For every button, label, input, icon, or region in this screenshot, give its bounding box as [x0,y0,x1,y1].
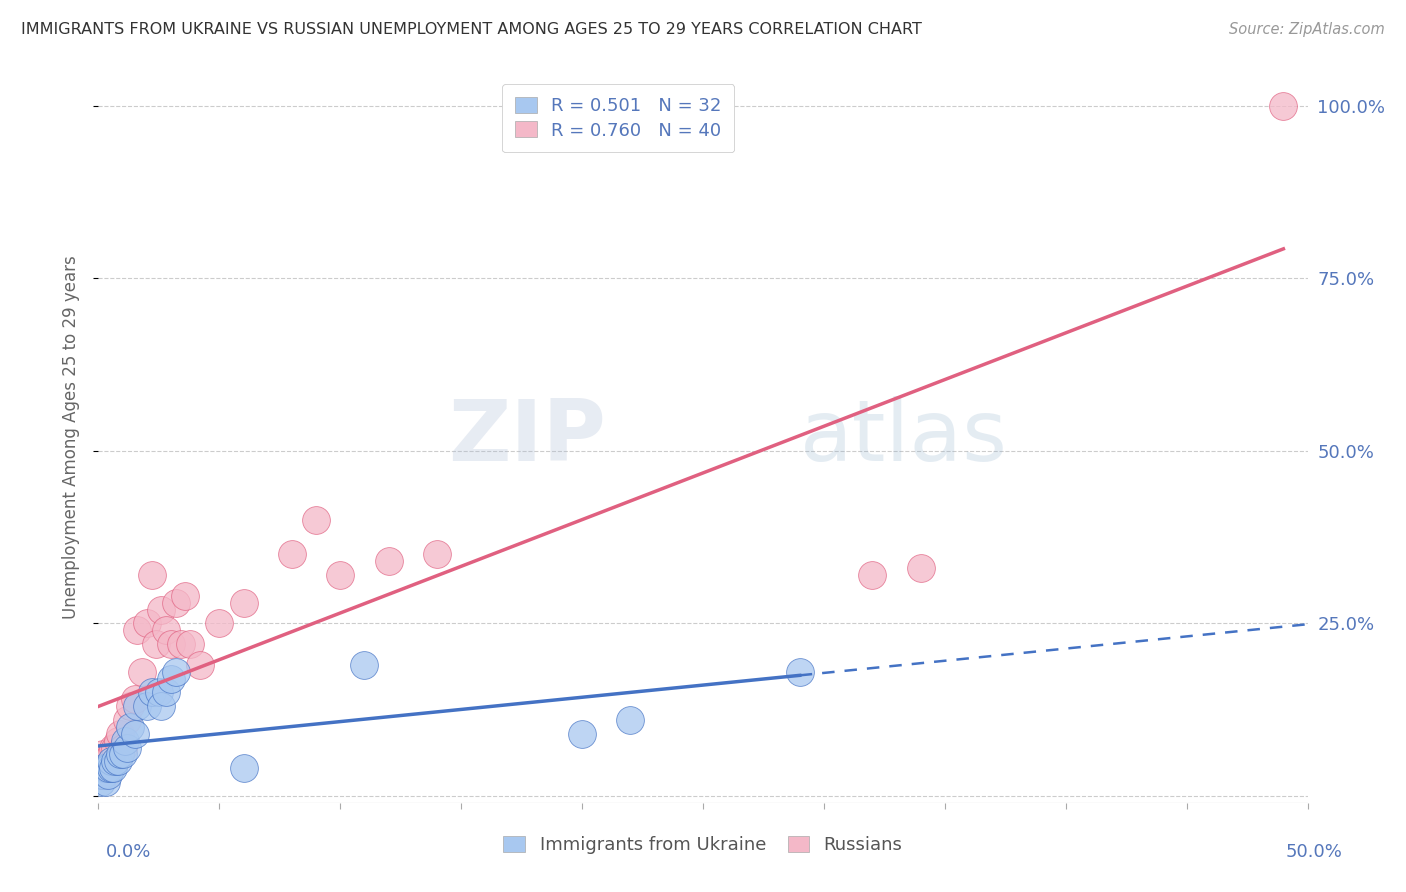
Point [91,747,114,762]
Point [789,665,811,679]
Point [101,740,124,755]
Point [145,637,167,651]
Point [377,554,399,568]
Point [135,699,157,714]
Point [860,568,883,582]
Point [108,747,131,762]
Point [108,727,131,741]
Point [90,755,112,769]
Point [305,513,328,527]
Point [91,768,114,782]
Point [91,761,114,775]
Point [208,616,231,631]
Point [90,768,112,782]
Point [148,685,170,699]
Text: 50.0%: 50.0% [1286,843,1343,861]
Point [94,761,117,775]
Point [94,768,117,782]
Point [114,733,136,747]
Point [619,713,641,727]
Point [100,761,122,775]
Point [179,637,201,651]
Text: 0.0%: 0.0% [105,843,150,861]
Point [910,561,932,575]
Point [127,699,149,714]
Point [111,740,134,755]
Legend: Immigrants from Ukraine, Russians: Immigrants from Ukraine, Russians [492,825,914,865]
Point [107,733,129,747]
Legend: R = 0.501   N = 32, R = 0.760   N = 40: R = 0.501 N = 32, R = 0.760 N = 40 [502,84,734,153]
Point [131,665,153,679]
Text: IMMIGRANTS FROM UKRAINE VS RUSSIAN UNEMPLOYMENT AMONG AGES 25 TO 29 YEARS CORREL: IMMIGRANTS FROM UKRAINE VS RUSSIAN UNEMP… [21,22,922,37]
Point [150,699,173,714]
Point [97,768,120,782]
Point [124,692,146,706]
Text: Source: ZipAtlas.com: Source: ZipAtlas.com [1229,22,1385,37]
Point [155,624,177,638]
Point [100,755,122,769]
Point [118,720,141,734]
Point [104,740,127,755]
Point [165,665,187,679]
Point [117,713,139,727]
Y-axis label: Unemployment Among Ages 25 to 29 years: Unemployment Among Ages 25 to 29 years [62,255,80,619]
Point [101,761,124,775]
Point [165,596,187,610]
Point [232,596,254,610]
Point [124,727,146,741]
Point [571,727,593,741]
Point [232,761,254,775]
Point [117,740,139,755]
Point [353,657,375,672]
Point [127,624,149,638]
Point [141,568,163,582]
Point [90,775,112,789]
Point [97,761,120,775]
Point [160,637,183,651]
Point [155,685,177,699]
Point [111,747,134,762]
Point [281,548,304,562]
Point [118,699,141,714]
Point [141,685,163,699]
Text: ZIP: ZIP [449,395,606,479]
Point [426,548,449,562]
Point [150,602,173,616]
Point [1272,99,1295,113]
Point [90,768,112,782]
Point [169,637,191,651]
Point [97,761,120,775]
Point [91,761,114,775]
Text: atlas: atlas [800,395,1008,479]
Point [329,568,352,582]
Point [100,755,122,769]
Point [160,672,183,686]
Point [104,755,127,769]
Point [188,657,211,672]
Point [94,755,117,769]
Point [100,747,122,762]
Point [135,616,157,631]
Point [94,775,117,789]
Point [174,589,197,603]
Point [107,755,129,769]
